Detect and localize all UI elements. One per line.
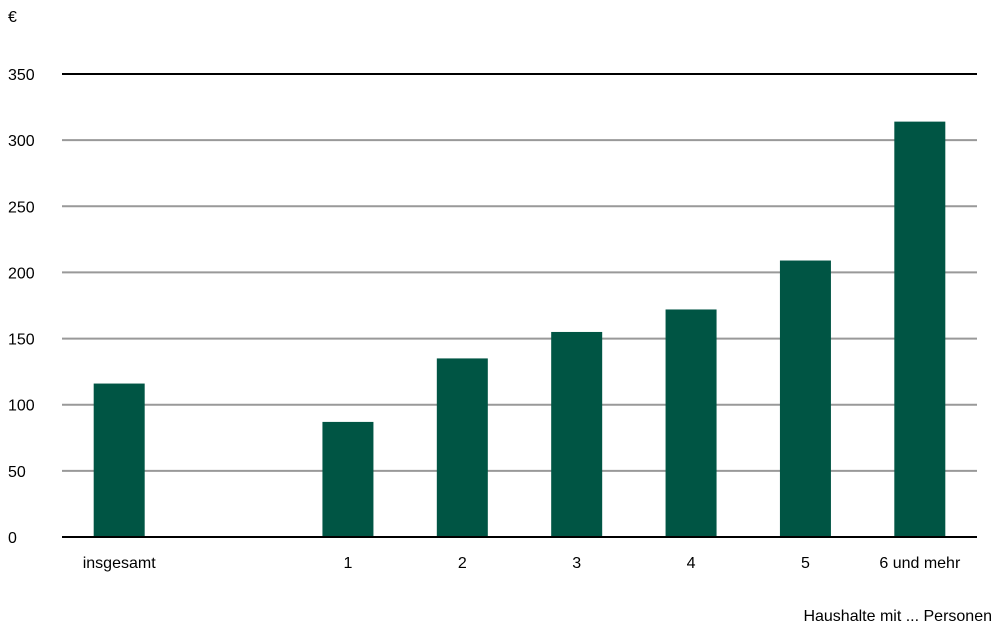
y-tick-label: 50 [8, 464, 26, 481]
bar [551, 331, 603, 537]
x-axis-label: Haushalte mit ... Personen [803, 608, 992, 625]
y-axis-ticks: 0 50 100 150 200 250 300 350 [8, 67, 35, 547]
x-axis-ticks: insgesamt 1 2 3 4 5 6 und mehr [83, 555, 961, 572]
y-tick-label: 150 [8, 332, 35, 349]
bar [322, 421, 374, 537]
x-tick-label: 2 [458, 555, 467, 572]
y-tick-label: 250 [8, 199, 35, 216]
x-tick-label: 6 und mehr [879, 555, 961, 572]
gridlines [62, 73, 977, 472]
bars [93, 121, 946, 537]
y-tick-label: 350 [8, 67, 35, 84]
y-tick-label: 100 [8, 398, 35, 415]
y-tick-label: 0 [8, 530, 17, 547]
bar [779, 260, 831, 537]
bar [665, 309, 717, 537]
y-axis-label: € [8, 9, 17, 26]
x-tick-label: 5 [801, 555, 810, 572]
bar [436, 358, 488, 537]
x-tick-label: 1 [343, 555, 352, 572]
bar [894, 121, 946, 537]
y-tick-label: 200 [8, 265, 35, 282]
x-tick-label: insgesamt [83, 555, 156, 572]
bar [93, 383, 145, 537]
x-tick-label: 3 [572, 555, 581, 572]
y-tick-label: 300 [8, 133, 35, 150]
x-tick-label: 4 [687, 555, 696, 572]
